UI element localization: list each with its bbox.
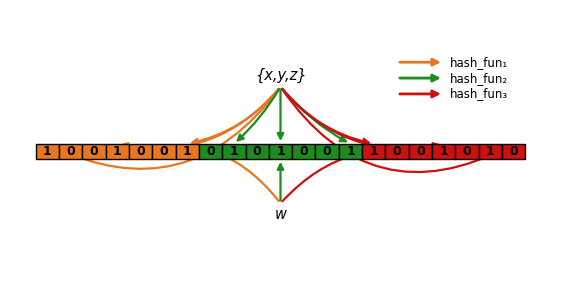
Text: 0: 0 xyxy=(416,145,425,158)
Text: 0: 0 xyxy=(393,145,402,158)
Text: 1: 1 xyxy=(113,145,122,158)
Bar xyxy=(105,144,129,159)
Bar xyxy=(199,144,222,159)
Text: 1: 1 xyxy=(43,145,52,158)
Text: 1: 1 xyxy=(369,145,378,158)
Text: 1: 1 xyxy=(276,145,285,158)
Text: 0: 0 xyxy=(323,145,332,158)
Bar xyxy=(339,144,362,159)
Bar xyxy=(502,144,525,159)
Text: 1: 1 xyxy=(229,145,238,158)
Bar xyxy=(222,144,246,159)
Bar xyxy=(82,144,105,159)
Text: hash_fun₂: hash_fun₂ xyxy=(449,72,508,85)
Bar xyxy=(432,144,456,159)
Bar xyxy=(385,144,409,159)
Text: 0: 0 xyxy=(206,145,215,158)
Bar xyxy=(292,144,315,159)
Text: 1: 1 xyxy=(439,145,448,158)
Bar xyxy=(152,144,176,159)
Bar xyxy=(176,144,199,159)
Bar xyxy=(456,144,479,159)
Text: 0: 0 xyxy=(253,145,261,158)
Bar xyxy=(246,144,269,159)
Text: {x,y,z}: {x,y,z} xyxy=(255,68,306,83)
Bar xyxy=(409,144,432,159)
Text: 0: 0 xyxy=(90,145,98,158)
Text: 0: 0 xyxy=(159,145,168,158)
Text: 0: 0 xyxy=(136,145,145,158)
Bar xyxy=(59,144,82,159)
Text: 1: 1 xyxy=(486,145,495,158)
Text: 1: 1 xyxy=(346,145,355,158)
Text: w: w xyxy=(274,207,287,222)
Text: 0: 0 xyxy=(300,145,308,158)
Bar xyxy=(129,144,152,159)
Text: 1: 1 xyxy=(183,145,192,158)
Text: 0: 0 xyxy=(463,145,471,158)
Text: 0: 0 xyxy=(509,145,518,158)
Bar xyxy=(269,144,292,159)
Bar xyxy=(315,144,339,159)
Bar xyxy=(36,144,59,159)
Text: hash_fun₁: hash_fun₁ xyxy=(449,56,508,69)
Text: hash_fun₃: hash_fun₃ xyxy=(449,88,508,100)
Bar xyxy=(362,144,385,159)
Text: 0: 0 xyxy=(66,145,75,158)
Bar xyxy=(479,144,502,159)
